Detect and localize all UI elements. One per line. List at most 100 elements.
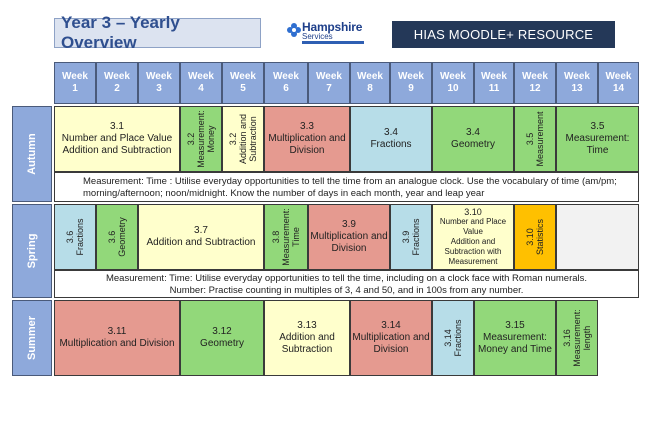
- page-title: Year 3 – Yearly Overview: [54, 13, 261, 52]
- spring-unit-3-10-number: 3.10 Number and Place Value Addition and…: [432, 204, 514, 270]
- unit-title: Geometry: [451, 139, 495, 150]
- summer-unit-3-14-fractions: 3.14 Fractions: [432, 300, 474, 376]
- week-label: Week: [230, 71, 256, 82]
- week-label: Week: [316, 71, 342, 82]
- unit-number: 3.15: [505, 320, 525, 331]
- week-label: Week: [273, 71, 299, 82]
- summer-unit-3-12: 3.12 Geometry: [180, 300, 264, 376]
- autumn-unit-3-4-fractions: 3.4 Fractions: [350, 106, 432, 172]
- unit-number: 3.6: [65, 230, 75, 244]
- week-header-11: Week 11: [474, 62, 514, 104]
- week-number: 3: [156, 83, 162, 94]
- note-line: Measurement: Time: Utilise everyday oppo…: [105, 273, 588, 284]
- week-header-4: Week 4: [180, 62, 222, 104]
- autumn-unit-3-2-addsub: 3.2 Addition and Subtraction: [222, 106, 264, 172]
- unit-title: Division: [289, 145, 325, 156]
- week-number: 6: [283, 83, 289, 94]
- season-summer: Summer: [12, 300, 52, 376]
- week-header-2: Week 2: [96, 62, 138, 104]
- summer-unit-3-11: 3.11 Multiplication and Division: [54, 300, 180, 376]
- unit-title: Fractions: [411, 218, 421, 256]
- unit-title: Value: [463, 227, 483, 236]
- week-header-3: Week 3: [138, 62, 180, 104]
- autumn-unit-3-5-time: 3.5 Measurement: Time: [556, 106, 639, 172]
- unit-number: 3.4: [466, 127, 480, 138]
- week-number: 2: [114, 83, 120, 94]
- week-label: Week: [104, 71, 130, 82]
- week-label: Week: [188, 71, 214, 82]
- spring-unit-3-9-fractions: 3.9 Fractions: [390, 204, 432, 270]
- summer-unit-3-14-multiplication: 3.14 Multiplication and Division: [350, 300, 432, 376]
- unit-number: 3.10: [464, 207, 482, 217]
- week-header-9: Week 9: [390, 62, 432, 104]
- unit-title: Measurement: [448, 257, 498, 266]
- unit-title: Addition and Subtraction: [146, 237, 256, 248]
- spring-note: Measurement: Time: Utilise everyday oppo…: [54, 270, 639, 298]
- unit-number: 3.14: [443, 329, 453, 347]
- unit-number: 3.9: [401, 230, 411, 244]
- unit-number: 3.7: [194, 225, 208, 236]
- note-line: Measurement: Time : Utilise everyday opp…: [83, 176, 617, 187]
- unit-number: 3.4: [384, 127, 398, 138]
- unit-number: 3.9: [342, 219, 356, 230]
- unit-number: 3.5: [525, 132, 535, 146]
- week-label: Week: [440, 71, 466, 82]
- autumn-unit-3-3: 3.3 Multiplication and Division: [264, 106, 350, 172]
- week-label: Week: [357, 71, 383, 82]
- week-label: Week: [62, 71, 88, 82]
- unit-title: Money: [206, 125, 216, 153]
- unit-title: Addition and: [450, 237, 496, 246]
- week-number: 11: [488, 83, 500, 94]
- unit-title: Fractions: [370, 139, 412, 150]
- unit-title: Fractions: [75, 218, 85, 256]
- unit-title: Addition and: [238, 113, 248, 165]
- unit-title: Measurement:: [565, 133, 630, 144]
- unit-title: Time: [586, 145, 609, 156]
- week-header-5: Week 5: [222, 62, 264, 104]
- unit-title: Number and Place: [439, 217, 507, 226]
- autumn-unit-3-5-measurement: 3.5 Measurement: [514, 106, 556, 172]
- unit-number: 3.13: [297, 320, 317, 331]
- season-label: Spring: [26, 233, 38, 269]
- flower-logo-icon: [287, 23, 301, 37]
- unit-number: 3.10: [525, 228, 535, 246]
- spring-unit-3-6-geometry: 3.6 Geometry: [96, 204, 138, 270]
- unit-title: Subtraction with: [444, 247, 502, 256]
- season-label: Summer: [26, 315, 38, 361]
- season-label: Autumn: [26, 133, 38, 175]
- summer-unit-3-16: 3.16 Measurement: length: [556, 300, 598, 376]
- unit-number: 3.11: [107, 326, 127, 337]
- unit-title: Multiplication and Division: [59, 338, 175, 349]
- unit-title: Number and Place Value: [61, 133, 173, 144]
- unit-number: 3.1: [110, 121, 124, 132]
- week-header-10: Week 10: [432, 62, 474, 104]
- note-line: morning/afternoon; noon/midnight. Know t…: [83, 188, 485, 199]
- unit-title: Addition and: [279, 332, 335, 343]
- unit-number: 3.16: [562, 329, 572, 347]
- week-number: 10: [447, 83, 459, 94]
- spring-unit-3-7: 3.7 Addition and Subtraction: [138, 204, 264, 270]
- unit-number: 3.3: [300, 121, 314, 132]
- summer-unit-3-15: 3.15 Measurement: Money and Time: [474, 300, 556, 376]
- unit-title: Fractions: [453, 319, 463, 357]
- autumn-unit-3-4-geometry: 3.4 Geometry: [432, 106, 514, 172]
- week-number: 14: [612, 83, 625, 94]
- unit-title: Addition and Subtraction: [62, 145, 172, 156]
- week-header-13: Week 13: [556, 62, 598, 104]
- week-label: Week: [398, 71, 424, 82]
- note-line: Number: Practise counting in multiples o…: [169, 285, 524, 296]
- season-autumn: Autumn: [12, 106, 52, 202]
- unit-title: Subtraction: [281, 344, 333, 355]
- unit-title: Measurement:: [483, 332, 547, 343]
- unit-title: Division: [373, 344, 409, 355]
- week-number: 1: [72, 83, 78, 94]
- unit-number: 3.6: [107, 230, 117, 244]
- spring-unit-3-6-fractions: 3.6 Fractions: [54, 204, 96, 270]
- week-label: Week: [146, 71, 172, 82]
- unit-title: Money and Time: [478, 344, 552, 355]
- unit-title: Measurement:: [572, 309, 582, 367]
- summer-unit-3-13: 3.13 Addition and Subtraction: [264, 300, 350, 376]
- unit-title: length: [582, 325, 592, 351]
- week-label: Week: [481, 71, 507, 82]
- week-header-12: Week 12: [514, 62, 556, 104]
